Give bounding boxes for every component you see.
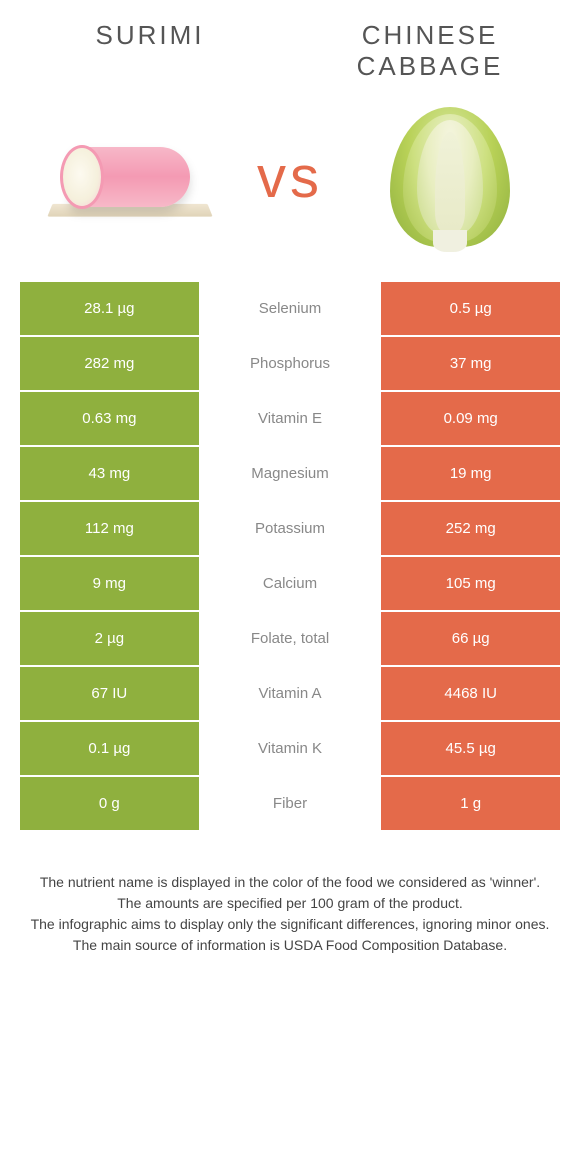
nutrient-name: Potassium <box>201 502 380 557</box>
nutrient-row: 9 mgCalcium105 mg <box>20 557 560 612</box>
images-row: vs <box>20 92 560 282</box>
footer-notes: The nutrient name is displayed in the co… <box>20 832 560 966</box>
right-value: 252 mg <box>379 502 560 557</box>
nutrient-row: 112 mgPotassium252 mg <box>20 502 560 557</box>
left-value: 67 IU <box>20 667 201 722</box>
nutrient-name: Calcium <box>201 557 380 612</box>
right-value: 19 mg <box>379 447 560 502</box>
cabbage-icon <box>385 102 515 252</box>
right-food-title: Chinese cabbage <box>330 20 530 82</box>
nutrient-row: 0.63 mgVitamin E0.09 mg <box>20 392 560 447</box>
footer-line: The infographic aims to display only the… <box>30 914 550 935</box>
right-value: 37 mg <box>379 337 560 392</box>
nutrient-table: 28.1 µgSelenium0.5 µg282 mgPhosphorus37 … <box>20 282 560 832</box>
left-value: 2 µg <box>20 612 201 667</box>
footer-line: The amounts are specified per 100 gram o… <box>30 893 550 914</box>
left-value: 0.1 µg <box>20 722 201 777</box>
nutrient-row: 2 µgFolate, total66 µg <box>20 612 560 667</box>
footer-line: The main source of information is USDA F… <box>30 935 550 956</box>
nutrient-name: Vitamin K <box>201 722 380 777</box>
left-food-title: Surimi <box>50 20 250 51</box>
surimi-icon <box>50 127 210 227</box>
right-value: 66 µg <box>379 612 560 667</box>
right-value: 1 g <box>379 777 560 832</box>
left-value: 0 g <box>20 777 201 832</box>
nutrient-name: Vitamin E <box>201 392 380 447</box>
nutrient-row: 28.1 µgSelenium0.5 µg <box>20 282 560 337</box>
nutrient-name: Folate, total <box>201 612 380 667</box>
left-value: 9 mg <box>20 557 201 612</box>
nutrient-name: Magnesium <box>201 447 380 502</box>
nutrient-row: 0.1 µgVitamin K45.5 µg <box>20 722 560 777</box>
right-value: 4468 IU <box>379 667 560 722</box>
right-value: 45.5 µg <box>379 722 560 777</box>
right-value: 0.5 µg <box>379 282 560 337</box>
nutrient-name: Vitamin A <box>201 667 380 722</box>
nutrient-name: Phosphorus <box>201 337 380 392</box>
nutrient-row: 282 mgPhosphorus37 mg <box>20 337 560 392</box>
nutrient-name: Fiber <box>201 777 380 832</box>
nutrient-row: 0 gFiber1 g <box>20 777 560 832</box>
left-value: 282 mg <box>20 337 201 392</box>
vs-label: vs <box>257 144 323 211</box>
right-value: 0.09 mg <box>379 392 560 447</box>
left-value: 43 mg <box>20 447 201 502</box>
footer-line: The nutrient name is displayed in the co… <box>30 872 550 893</box>
nutrient-row: 67 IUVitamin A4468 IU <box>20 667 560 722</box>
left-value: 112 mg <box>20 502 201 557</box>
nutrient-row: 43 mgMagnesium19 mg <box>20 447 560 502</box>
left-value: 28.1 µg <box>20 282 201 337</box>
nutrient-name: Selenium <box>201 282 380 337</box>
right-value: 105 mg <box>379 557 560 612</box>
right-food-image <box>360 102 540 252</box>
left-food-image <box>40 102 220 252</box>
left-value: 0.63 mg <box>20 392 201 447</box>
header: Surimi Chinese cabbage <box>20 20 560 92</box>
